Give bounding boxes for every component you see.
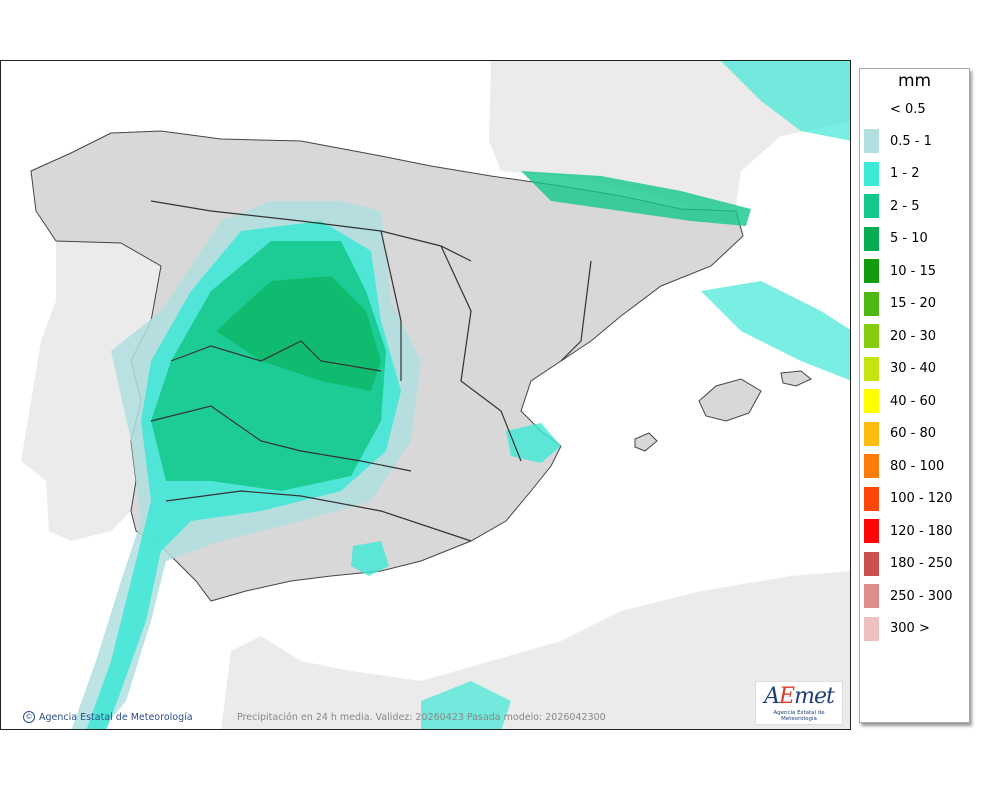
precip-zone-valencia bbox=[506, 423, 561, 463]
legend-label: 20 - 30 bbox=[890, 328, 937, 344]
precip-zone-gulf-lion bbox=[701, 281, 850, 381]
menorca bbox=[780, 370, 812, 387]
legend-label: 180 - 250 bbox=[890, 556, 953, 571]
legend-swatch bbox=[864, 194, 879, 218]
legend-swatch bbox=[864, 129, 879, 153]
legend-below-label: < 0.5 bbox=[890, 102, 926, 117]
legend-swatch bbox=[864, 226, 879, 251]
legend-label: 5 - 10 bbox=[890, 231, 928, 246]
legend-swatch bbox=[864, 421, 879, 446]
legend-row: 30 - 40 bbox=[864, 356, 937, 381]
legend-row: 15 - 20 bbox=[864, 291, 937, 316]
legend-row: 5 - 10 bbox=[864, 226, 928, 251]
precipitation-legend: mm < 0.5 0.5 - 1 1 - 2 2 - 5 5 - 10 10 - 15 1… bbox=[859, 68, 970, 723]
mallorca bbox=[698, 378, 762, 422]
legend-label: 120 - 180 bbox=[890, 523, 953, 539]
precip-zone-pyrenees bbox=[521, 171, 751, 226]
legend-swatch bbox=[864, 161, 879, 186]
legend-unit: mm bbox=[897, 71, 932, 91]
ibiza bbox=[634, 432, 658, 452]
legend-row: 300 > bbox=[864, 616, 930, 641]
legend-row: 250 - 300 bbox=[864, 584, 953, 608]
legend-label: 300 > bbox=[890, 621, 930, 636]
legend-row: 180 - 250 bbox=[864, 551, 953, 576]
legend-swatch bbox=[864, 486, 879, 511]
legend-row: 0.5 - 1 bbox=[864, 129, 932, 153]
legend-swatch bbox=[864, 584, 879, 608]
legend-row: 20 - 30 bbox=[864, 324, 936, 348]
legend-row: 60 - 80 bbox=[864, 421, 937, 446]
legend-swatch bbox=[864, 551, 879, 576]
legend-label: 0.5 - 1 bbox=[890, 133, 932, 149]
agency-credit: © Agencia Estatal de Meteorología bbox=[23, 711, 193, 723]
legend-swatch bbox=[864, 389, 879, 413]
legend-label: 250 - 300 bbox=[890, 588, 953, 604]
legend-row: 1 - 2 bbox=[864, 161, 920, 186]
regional-boundaries bbox=[150, 200, 592, 542]
aemet-logo: AEmet Agencia Estatal de Meteorología bbox=[755, 681, 843, 725]
legend-row: 2 - 5 bbox=[864, 194, 920, 218]
precip-zone-5-10 bbox=[216, 276, 381, 391]
legend-swatch bbox=[864, 324, 879, 348]
legend-label: 100 - 120 bbox=[890, 491, 953, 506]
copyright-icon: © bbox=[23, 711, 35, 723]
precip-zone-france bbox=[721, 61, 850, 141]
legend-row: 100 - 120 bbox=[864, 486, 953, 511]
legend-label: 40 - 60 bbox=[890, 393, 937, 409]
legend-label: 2 - 5 bbox=[890, 198, 920, 214]
legend-row: 80 - 100 bbox=[864, 454, 944, 478]
precip-zone-granada bbox=[351, 541, 389, 576]
legend-label: 1 - 2 bbox=[890, 166, 920, 181]
legend-swatch bbox=[864, 616, 879, 641]
legend-label: 10 - 15 bbox=[890, 263, 937, 279]
map-caption: Precipitación en 24 h media. Validez: 20… bbox=[237, 712, 606, 723]
legend-row: 40 - 60 bbox=[864, 389, 936, 413]
legend-label: 60 - 80 bbox=[890, 426, 937, 441]
legend-label: 15 - 20 bbox=[890, 296, 937, 311]
precip-zone-alboran bbox=[421, 681, 511, 729]
legend-swatch bbox=[864, 356, 879, 381]
legend-swatch bbox=[864, 291, 879, 316]
legend-label: 80 - 100 bbox=[890, 458, 945, 474]
logo-subtitle: Agencia Estatal de Meteorología bbox=[773, 710, 825, 722]
africa-landmass bbox=[221, 571, 850, 729]
legend-row: 120 - 180 bbox=[864, 519, 953, 543]
portugal-landmass bbox=[21, 241, 161, 541]
legend-swatch bbox=[864, 259, 879, 283]
legend-swatch bbox=[864, 454, 879, 478]
logo-wordmark: AEmet bbox=[764, 684, 835, 709]
legend-swatch bbox=[864, 519, 879, 543]
legend-label: 30 - 40 bbox=[890, 361, 937, 376]
precipitation-map: © Agencia Estatal de Meteorología Precip… bbox=[0, 60, 851, 730]
legend-row: 10 - 15 bbox=[864, 259, 936, 283]
credit-text: Agencia Estatal de Meteorología bbox=[39, 711, 193, 723]
map-canvas bbox=[21, 61, 850, 729]
